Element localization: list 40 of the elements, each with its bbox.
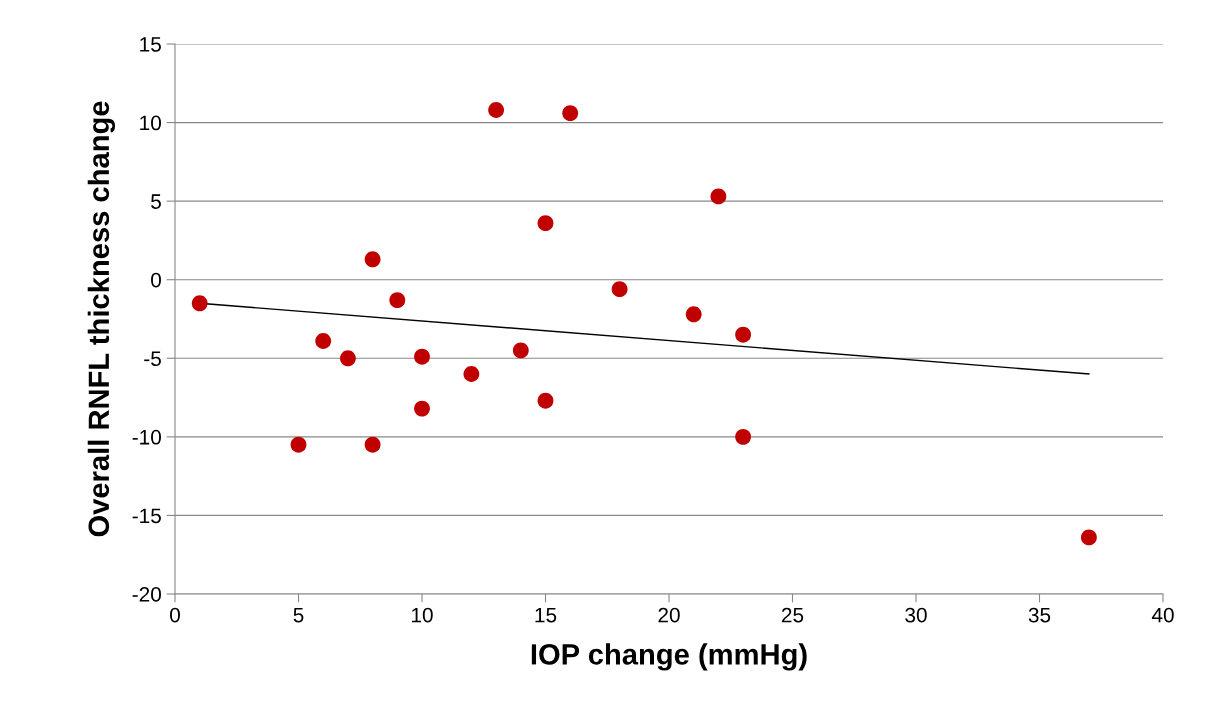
y-tick-label: -15 bbox=[132, 508, 161, 524]
x-tick-label: 5 bbox=[293, 607, 304, 623]
point bbox=[611, 281, 628, 298]
point bbox=[710, 188, 727, 205]
point bbox=[339, 350, 356, 367]
y-tick-label: -20 bbox=[132, 587, 161, 602]
y-tick-label: 10 bbox=[140, 115, 161, 131]
y-tick-label: 5 bbox=[151, 194, 161, 209]
x-tick-label: 40 bbox=[1151, 607, 1174, 623]
point bbox=[685, 306, 702, 323]
x-tick-label: 10 bbox=[412, 607, 433, 623]
x-tick-label: 30 bbox=[905, 607, 927, 623]
point bbox=[364, 251, 381, 268]
y-tick-label: 15 bbox=[140, 37, 161, 52]
y-tick-label: -5 bbox=[144, 351, 161, 367]
point bbox=[512, 342, 529, 359]
point bbox=[191, 295, 208, 312]
point bbox=[537, 215, 554, 232]
x-tick-label: 15 bbox=[535, 607, 557, 623]
x-tick-label: 25 bbox=[781, 607, 804, 623]
y-axis-title: Overall RNFL thickness change bbox=[87, 101, 116, 537]
point bbox=[735, 428, 752, 445]
point bbox=[537, 392, 554, 409]
x-tick-label: 0 bbox=[170, 607, 180, 623]
y-tick-label: 0 bbox=[151, 272, 161, 288]
x-tick-label: 20 bbox=[658, 607, 680, 623]
point bbox=[290, 436, 307, 453]
point bbox=[389, 292, 406, 309]
point bbox=[463, 366, 480, 382]
y-tick-label: -10 bbox=[132, 429, 161, 445]
x-axis-title: IOP change (mmHg) bbox=[531, 643, 807, 671]
point bbox=[315, 333, 332, 349]
point bbox=[562, 105, 579, 122]
point bbox=[414, 348, 430, 365]
x-tick-label: 35 bbox=[1028, 607, 1051, 623]
point bbox=[364, 436, 381, 453]
point bbox=[735, 326, 752, 343]
point bbox=[488, 102, 505, 118]
point bbox=[1080, 529, 1097, 546]
point bbox=[414, 400, 430, 417]
